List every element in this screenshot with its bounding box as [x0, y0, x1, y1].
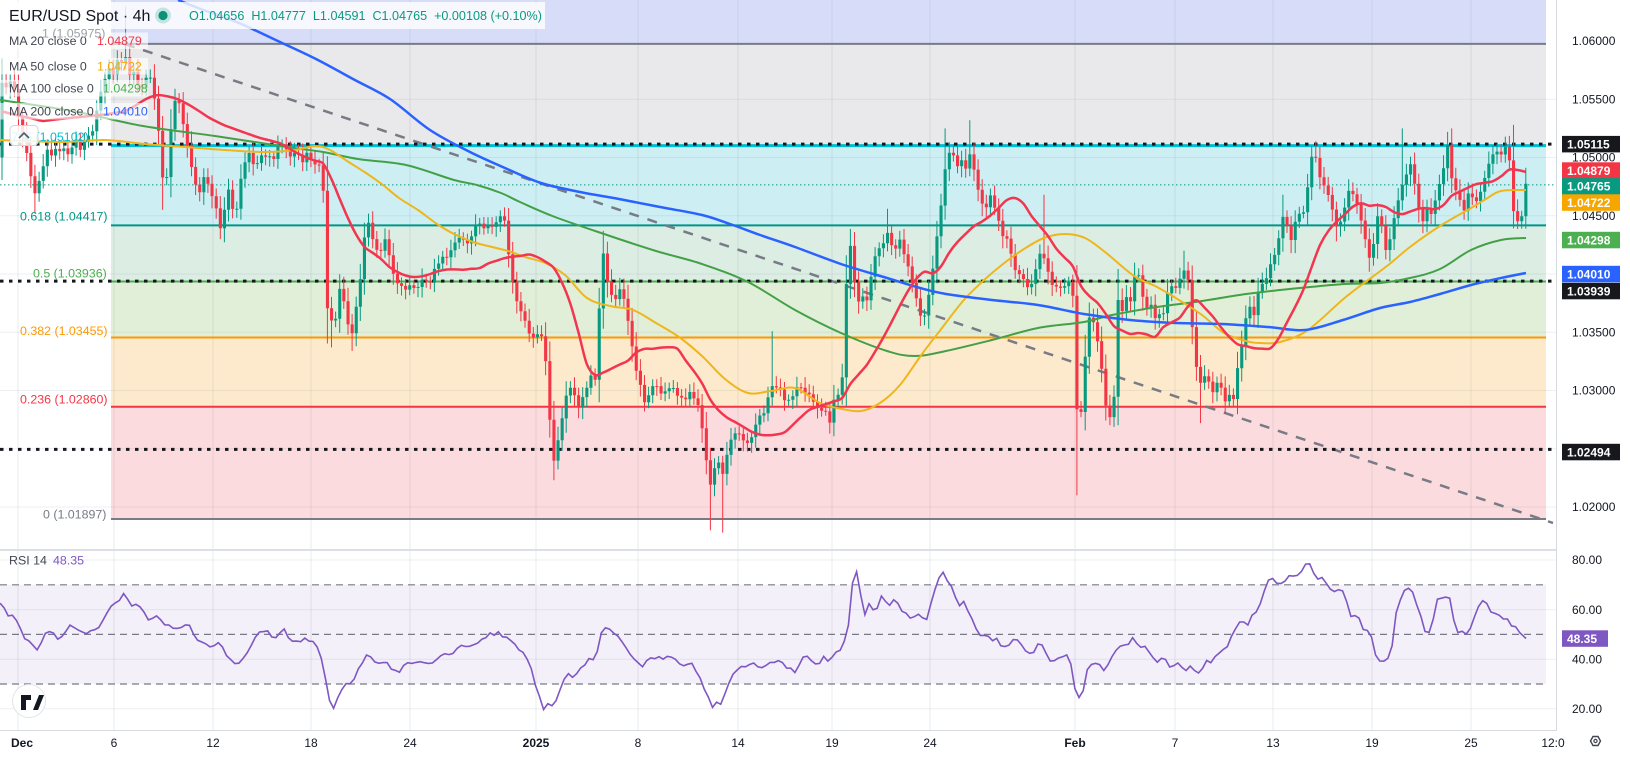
- svg-text:1.04879: 1.04879: [1567, 164, 1611, 178]
- svg-text:1.02494: 1.02494: [1567, 445, 1611, 459]
- svg-text:12: 12: [206, 736, 220, 750]
- svg-text:0 (1.01897): 0 (1.01897): [43, 508, 106, 522]
- svg-text:1.05000: 1.05000: [1572, 151, 1616, 165]
- svg-text:40.00: 40.00: [1572, 652, 1602, 666]
- svg-text:20.00: 20.00: [1572, 702, 1602, 716]
- svg-text:60.00: 60.00: [1572, 603, 1602, 617]
- svg-text:1.02000: 1.02000: [1572, 500, 1616, 514]
- svg-text:6: 6: [111, 736, 118, 750]
- svg-text:1.04765: 1.04765: [1567, 180, 1611, 194]
- svg-text:MA 200 close 0: MA 200 close 0: [9, 105, 94, 119]
- svg-text:2025: 2025: [523, 736, 550, 750]
- svg-text:24: 24: [923, 736, 937, 750]
- svg-text:13: 13: [1266, 736, 1280, 750]
- svg-text:1.05115: 1.05115: [1567, 137, 1610, 151]
- svg-text:7: 7: [1172, 736, 1179, 750]
- svg-text:8: 8: [635, 736, 642, 750]
- svg-text:1.04722: 1.04722: [97, 60, 142, 74]
- svg-text:1.04010: 1.04010: [103, 105, 148, 119]
- svg-text:0.236 (1.02860): 0.236 (1.02860): [20, 393, 108, 407]
- svg-text:19: 19: [825, 736, 839, 750]
- svg-text:1.05500: 1.05500: [1572, 93, 1616, 107]
- svg-text:1.04298: 1.04298: [103, 82, 148, 96]
- svg-text:1.04298: 1.04298: [1567, 233, 1611, 247]
- svg-text:Feb: Feb: [1064, 736, 1085, 750]
- svg-text:19: 19: [1365, 736, 1379, 750]
- svg-text:18: 18: [304, 736, 318, 750]
- svg-text:0.5 (1.03936): 0.5 (1.03936): [33, 267, 107, 281]
- svg-text:1.04879: 1.04879: [97, 34, 142, 48]
- svg-text:80.00: 80.00: [1572, 553, 1602, 567]
- svg-text:MA 20 close 0: MA 20 close 0: [9, 34, 87, 48]
- svg-text:Dec: Dec: [11, 736, 33, 750]
- svg-text:25: 25: [1464, 736, 1478, 750]
- svg-text:RSI 14: RSI 14: [9, 554, 47, 568]
- svg-text:1.06000: 1.06000: [1572, 34, 1616, 48]
- svg-text:0.382 (1.03455): 0.382 (1.03455): [20, 324, 108, 338]
- svg-text:0.618 (1.04417): 0.618 (1.04417): [20, 210, 108, 224]
- svg-text:1.03500: 1.03500: [1572, 326, 1616, 340]
- svg-text:EUR/USD Spot · 4h: EUR/USD Spot · 4h: [9, 8, 150, 25]
- svg-text:1.03000: 1.03000: [1572, 384, 1616, 398]
- svg-text:14: 14: [731, 736, 745, 750]
- svg-text:1.04722: 1.04722: [1567, 196, 1611, 210]
- svg-text:1.03939: 1.03939: [1567, 284, 1611, 298]
- svg-text:48.35: 48.35: [53, 554, 84, 568]
- svg-text:1.04010: 1.04010: [1567, 267, 1611, 281]
- svg-text:1 (1.05975): 1 (1.05975): [42, 27, 105, 41]
- svg-text:1.04500: 1.04500: [1572, 209, 1616, 223]
- svg-text:MA 50 close 0: MA 50 close 0: [9, 60, 87, 74]
- svg-text:O1.04656 H1.04777 L1.04591: O1.04656 H1.04777 L1.04591 C1.04765 +0.0…: [189, 9, 542, 23]
- svg-text:MA 100 close 0: MA 100 close 0: [9, 82, 94, 96]
- svg-text:48.35: 48.35: [1567, 632, 1597, 646]
- svg-text:24: 24: [403, 736, 417, 750]
- svg-text:12:0: 12:0: [1541, 736, 1565, 750]
